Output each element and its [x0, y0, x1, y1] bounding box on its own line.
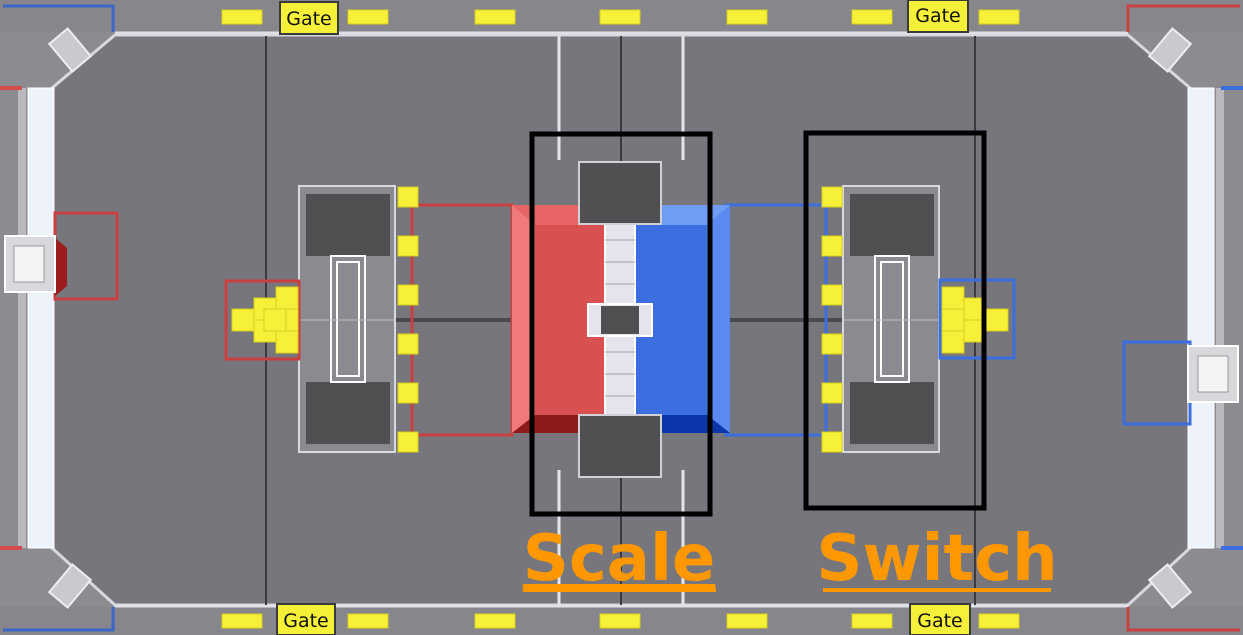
- switch-label: Switch: [816, 522, 1057, 596]
- null-zone-lines: [557, 36, 685, 605]
- corner-red-bottom-right: [1126, 607, 1240, 632]
- corner-blue-top-left: [3, 4, 115, 32]
- switch-highlight-box: [803, 130, 987, 511]
- red-exchange: [4, 211, 119, 301]
- power-cubes: [221, 9, 1020, 629]
- gate-top-right: Gate: [907, 0, 969, 33]
- scale-highlight-box: [529, 131, 713, 517]
- gate-label: Gate: [917, 610, 963, 632]
- scale-plate-bottom: [578, 414, 662, 478]
- scale: [578, 161, 662, 478]
- blue-platform: [622, 205, 730, 433]
- alliance-walls: [27, 87, 1215, 549]
- gate-label: Gate: [283, 610, 329, 632]
- scale-label: Scale: [523, 522, 716, 596]
- gate-bottom-left: Gate: [276, 603, 336, 635]
- blue-cube-zone: [938, 278, 1016, 360]
- scale-plate-top: [578, 161, 662, 225]
- corner-portals: [47, 27, 1193, 609]
- gate-label: Gate: [915, 5, 961, 27]
- gate-label: Gate: [286, 8, 332, 30]
- corner-blue-bottom-left: [3, 607, 115, 632]
- gate-top-left: Gate: [279, 1, 339, 35]
- corner-red-top-right: [1126, 4, 1240, 32]
- red-cube-zone: [224, 279, 301, 361]
- blue-exchange: [1122, 340, 1239, 426]
- blue-switch: [842, 185, 940, 453]
- gate-bottom-right: Gate: [909, 603, 971, 635]
- red-switch: [298, 185, 396, 453]
- red-platform: [512, 205, 620, 433]
